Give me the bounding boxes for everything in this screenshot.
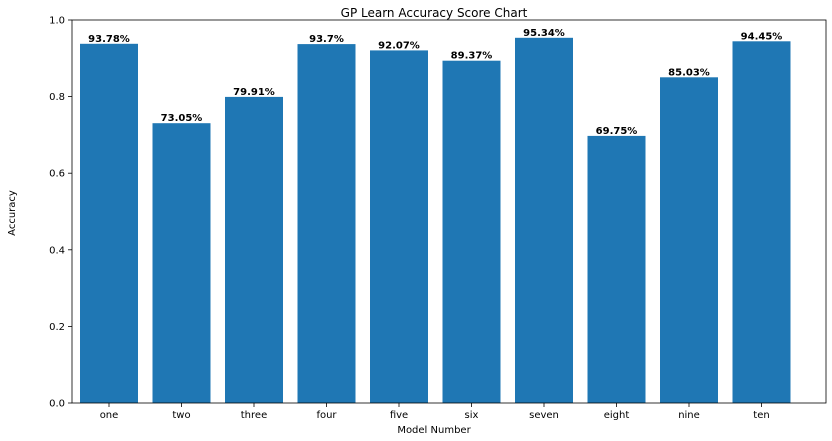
x-tick-label-ten: ten [753, 410, 769, 421]
plot-frame [71, 19, 827, 404]
data-label-eight: 69.75% [596, 126, 638, 137]
data-label-two: 73.05% [161, 113, 203, 124]
y-tick-label: 0.4 [49, 245, 65, 256]
bar-ten [732, 41, 791, 404]
bar-seven [515, 37, 573, 404]
bar-five [370, 50, 428, 404]
x-tick-label-nine: nine [678, 410, 700, 421]
bar-three [225, 96, 283, 404]
plot-area: 93.78% 73.05% 79.91% 93.7% 92.07% 89.37% 95.34… [49, 16, 827, 421]
bar-four [297, 44, 356, 403]
data-label-six: 89.37% [451, 51, 493, 62]
x-tick-label-three: three [241, 410, 267, 421]
y-tick-label: 0.0 [49, 399, 65, 410]
y-tick-label: 0.2 [49, 322, 65, 333]
bar-six [442, 60, 501, 403]
x-tick-label-four: four [316, 410, 337, 421]
data-label-seven: 95.34% [523, 28, 565, 39]
bar-nine [660, 77, 718, 404]
x-tick-label-one: one [100, 410, 119, 421]
x-tick-label-six: six [465, 410, 479, 421]
x-axis-label: Model Number [397, 425, 471, 436]
data-label-five: 92.07% [378, 40, 420, 51]
y-tick-label: 1.0 [49, 16, 65, 27]
data-label-one: 93.78% [88, 34, 130, 45]
data-label-four: 93.7% [309, 34, 344, 45]
x-tick-label-two: two [172, 410, 190, 421]
y-axis-label: Accuracy [7, 190, 18, 236]
y-tick-label: 0.8 [49, 92, 65, 103]
bar-two [152, 123, 211, 403]
bar-eight [587, 135, 646, 403]
bar-one [80, 43, 138, 404]
chart-title: GP Learn Accuracy Score Chart [341, 6, 528, 20]
data-label-ten: 94.45% [741, 31, 783, 42]
x-tick-label-eight: eight [604, 410, 630, 421]
data-label-three: 79.91% [233, 87, 275, 98]
y-tick-label: 0.6 [49, 169, 65, 180]
x-tick-label-five: five [390, 410, 408, 421]
x-tick-label-seven: seven [529, 410, 559, 421]
data-label-nine: 85.03% [668, 67, 710, 78]
